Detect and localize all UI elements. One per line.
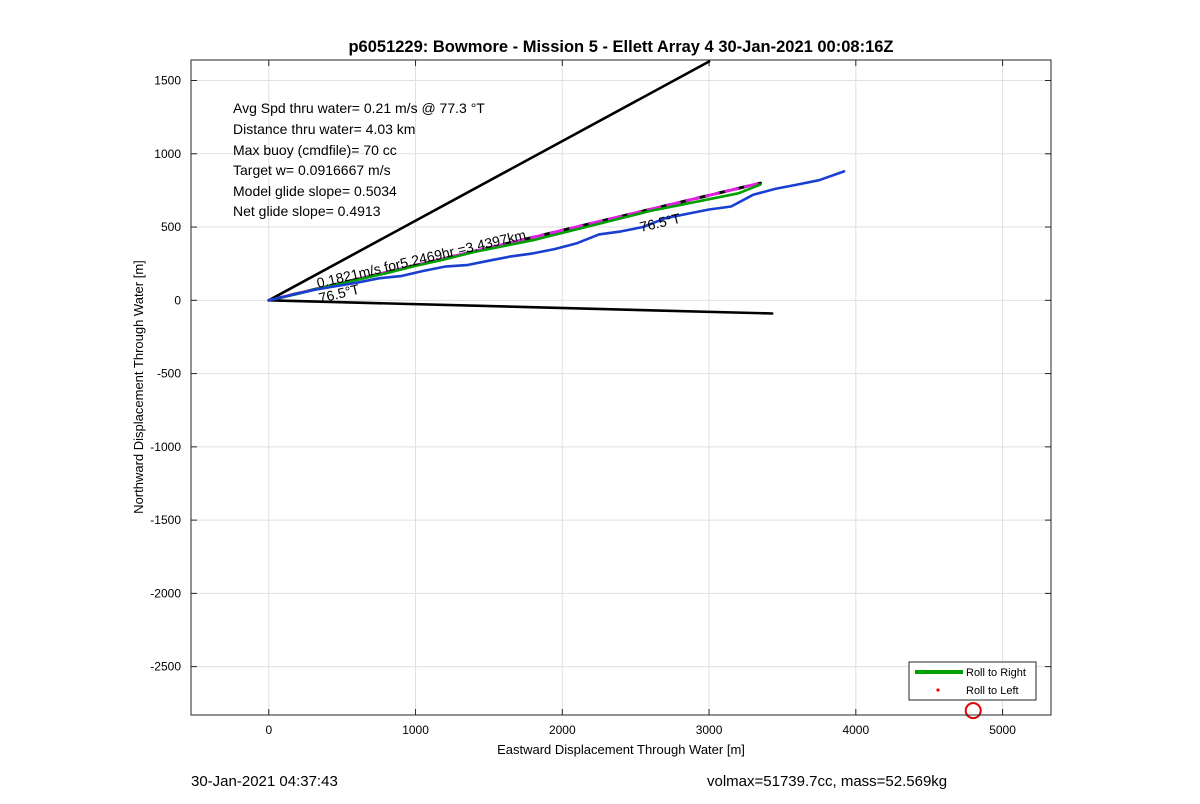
legend-dot-roll-left: [936, 688, 940, 692]
chart-title: p6051229: Bowmore - Mission 5 - Ellett A…: [348, 38, 893, 56]
y-axis-label: Northward Displacement Through Water [m]: [131, 260, 146, 514]
y-tick-label: -2000: [150, 586, 181, 600]
x-tick-label: 4000: [842, 723, 869, 737]
series-line-3: [267, 181, 762, 302]
y-tick-label: -1500: [150, 513, 181, 527]
series-group: [267, 60, 982, 720]
annotation-distance: Distance thru water= 4.03 km: [233, 121, 415, 137]
x-tick-label: 5000: [989, 723, 1016, 737]
y-tick-label: -2500: [150, 660, 181, 674]
y-axis: -2500 -2000 -1500 -1000 -500 0 500 1000 1500: [150, 74, 1051, 674]
x-tick-label: 3000: [696, 723, 723, 737]
x-tick-label: 0: [265, 723, 272, 737]
x-tick-label: 1000: [402, 723, 429, 737]
annotation-avg-speed: Avg Spd thru water= 0.21 m/s @ 77.3 °T: [233, 100, 485, 116]
plot-frame: [190, 59, 1052, 716]
y-tick-label: 1000: [154, 147, 181, 161]
annotation-model-glide: Model glide slope= 0.5034: [233, 183, 397, 199]
annotation-box: Avg Spd thru water= 0.21 m/s @ 77.3 °T D…: [233, 100, 485, 219]
x-tick-label: 2000: [549, 723, 576, 737]
annotation-max-buoy: Max buoy (cmdfile)= 70 cc: [233, 142, 397, 158]
x-axis: 0 1000 2000 3000 4000 5000: [265, 60, 1016, 737]
legend-label-roll-left: Roll to Left: [966, 685, 1019, 697]
series-line-1: [267, 298, 774, 315]
footer-summary: volmax=51739.7cc, mass=52.569kg: [707, 773, 948, 790]
footer-timestamp: 30-Jan-2021 04:37:43: [191, 773, 338, 790]
legend-box: [908, 661, 1037, 701]
y-tick-label: -500: [157, 367, 181, 381]
series-line-0: [267, 60, 711, 302]
legend-label-roll-right: Roll to Right: [966, 667, 1026, 679]
series-line-5: [267, 170, 846, 302]
y-tick-label: 0: [174, 293, 181, 307]
position-marker: [964, 702, 982, 720]
series-line-4: [267, 183, 762, 302]
y-tick-label: 500: [161, 220, 181, 234]
y-tick-label: 1500: [154, 74, 181, 88]
annotation-net-glide: Net glide slope= 0.4913: [233, 203, 381, 219]
y-tick-label: -1000: [150, 440, 181, 454]
annotation-target-w: Target w= 0.0916667 m/s: [233, 162, 391, 178]
plot-background: [191, 60, 1051, 715]
x-axis-label: Eastward Displacement Through Water [m]: [497, 742, 745, 757]
grid: [191, 60, 1051, 715]
legend: Roll to Right Roll to Left: [908, 661, 1037, 701]
